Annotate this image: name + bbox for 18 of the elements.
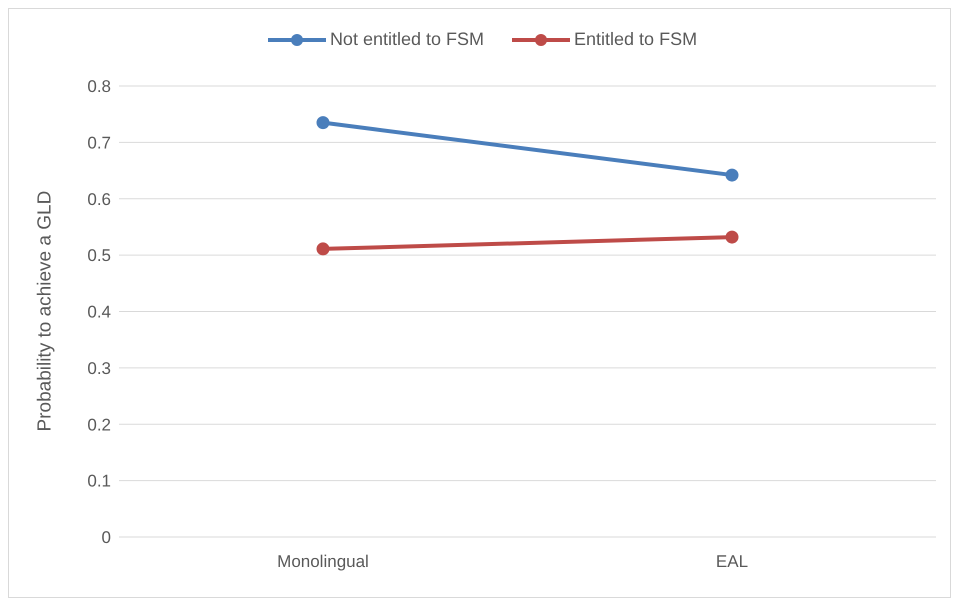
point [316,116,330,130]
y-tick-label: 0.1 [87,472,111,491]
y-tick-label: 0.2 [87,415,111,434]
y-tick-label: 0.5 [87,246,111,266]
y-tick-label: 0.7 [87,133,111,152]
y-tick-label: 0.6 [87,190,111,209]
y-tick-label: 0.4 [87,302,111,322]
legend-label: Not entitled to FSM [328,29,484,50]
point [726,168,738,182]
x-tick-label: Monolingual [277,552,369,572]
x-tick-label: EAL [716,552,748,572]
y-axis-title: Probability to achieve a GLD [34,190,56,432]
legend-label: Entitled to FSM [573,29,698,50]
y-tick-label: 0 [102,528,111,548]
y-tick-label: 0.3 [87,358,111,378]
point [726,230,738,244]
point [316,242,330,256]
y-tick-label: 0.8 [87,77,111,96]
